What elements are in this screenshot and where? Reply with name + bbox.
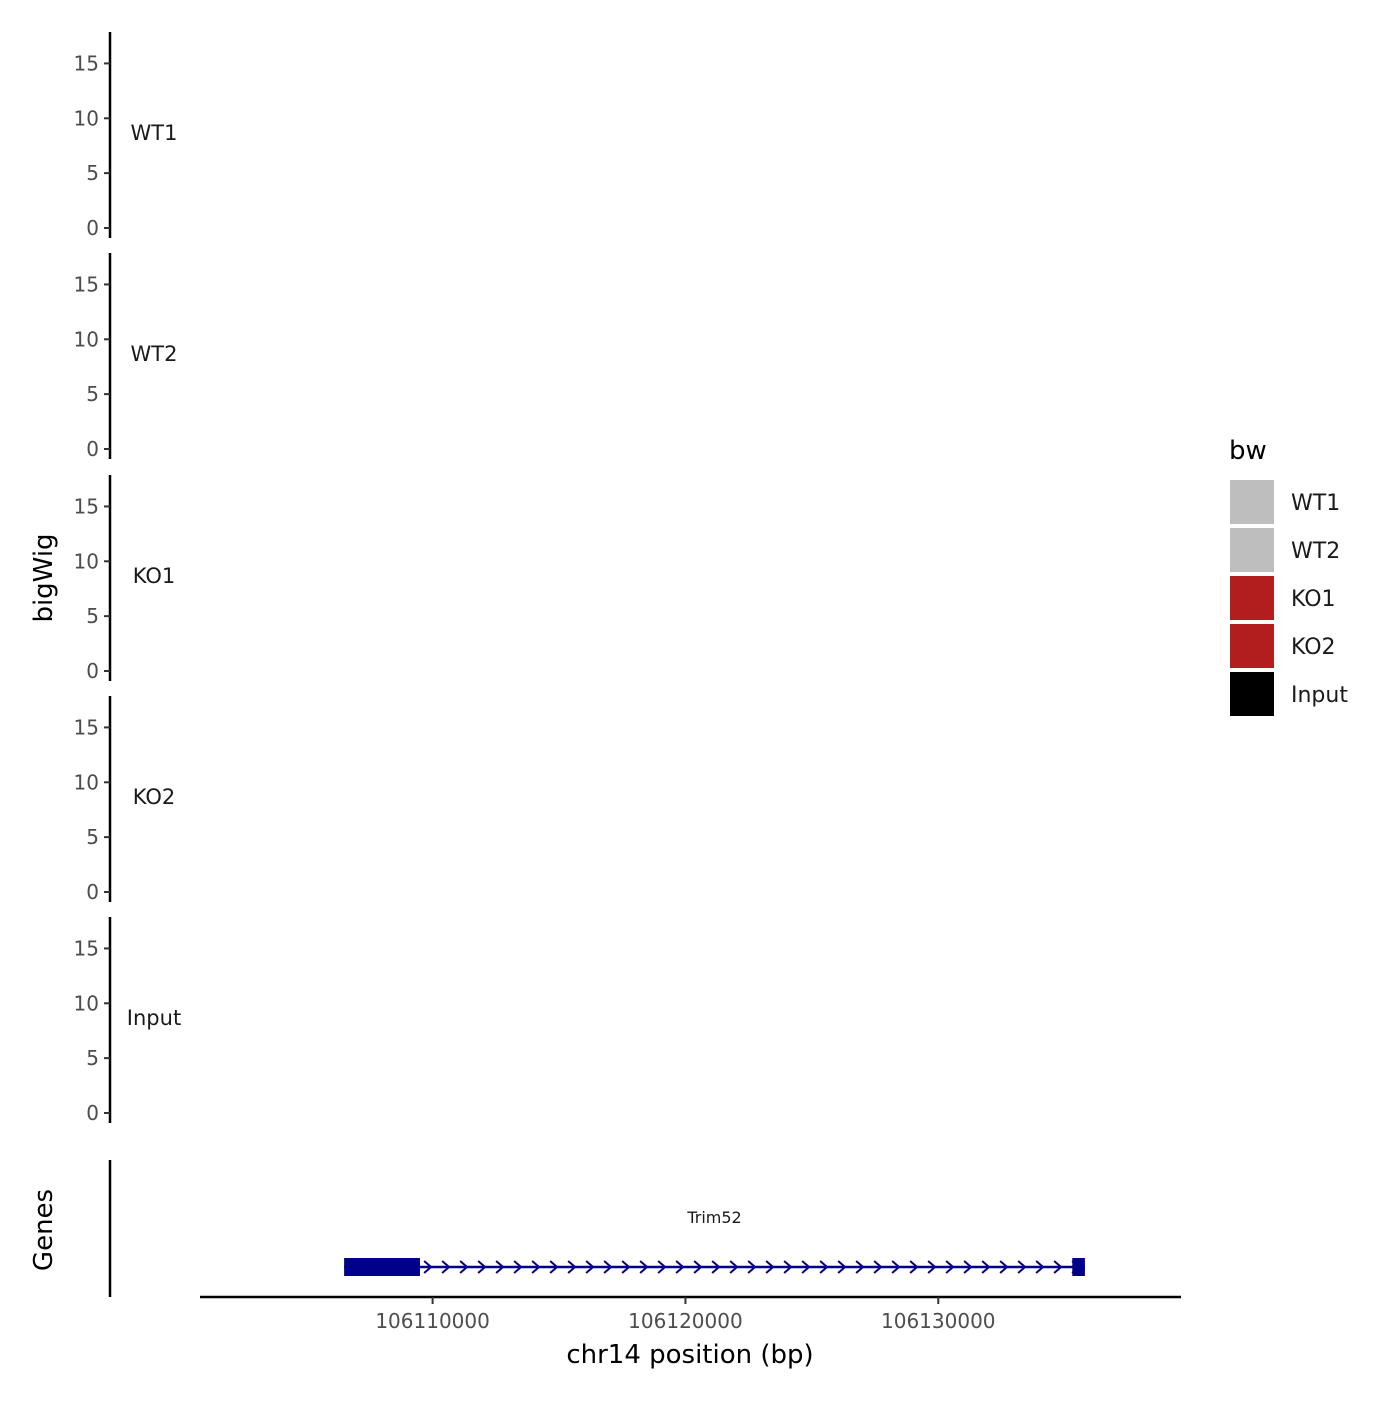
x-tick-label: 106130000 xyxy=(881,1309,996,1333)
legend-swatch xyxy=(1230,576,1274,620)
y-tick-label: 10 xyxy=(74,770,99,794)
track-panel-wt2: 0 5 10 15 WT2 xyxy=(74,253,178,461)
track-panel-ko1: 0 5 10 15 KO1 xyxy=(74,475,176,683)
strand-arrow xyxy=(783,1260,793,1274)
y-tick-label: 15 xyxy=(74,494,99,518)
strand-arrow xyxy=(675,1260,685,1274)
legend-swatch xyxy=(1230,672,1274,716)
y-tick-label: 0 xyxy=(86,659,99,683)
track-label-ko2: KO2 xyxy=(133,785,176,809)
y-tick-label: 10 xyxy=(74,106,99,130)
strand-arrow xyxy=(603,1260,613,1274)
track-label-input: Input xyxy=(127,1006,181,1030)
y-tick-label: 0 xyxy=(86,216,99,240)
y-tick-label: 15 xyxy=(74,272,99,296)
y-axis-title: bigWig xyxy=(29,533,59,622)
strand-arrow xyxy=(909,1260,919,1274)
legend-title: bw xyxy=(1229,436,1267,466)
y-tick-label: 15 xyxy=(74,936,99,960)
track-panel-ko2: 0 5 10 15 KO2 xyxy=(74,696,176,904)
strand-arrow xyxy=(639,1260,649,1274)
legend-label: KO1 xyxy=(1291,587,1336,612)
legend-label: WT2 xyxy=(1291,539,1340,564)
strand-arrow xyxy=(567,1260,577,1274)
strand-arrow xyxy=(459,1260,469,1274)
y-tick-label: 15 xyxy=(74,51,99,75)
gene-trim52: Trim52 xyxy=(344,1208,1085,1276)
legend-label: WT1 xyxy=(1291,491,1340,516)
strand-arrow xyxy=(729,1260,739,1274)
track-label-ko1: KO1 xyxy=(133,564,176,588)
y-tick-label: 10 xyxy=(74,327,99,351)
strand-arrow xyxy=(855,1260,865,1274)
x-tick-label: 106110000 xyxy=(375,1309,490,1333)
y-tick-label: 5 xyxy=(86,161,99,185)
legend: bw WT1 WT2 KO1 KO2 Input xyxy=(1229,436,1348,716)
strand-arrow xyxy=(963,1260,973,1274)
track-panels: 0 5 10 15 WT1 0 5 10 15 WT2 0 5 10 15 KO1 0 5 10 15 KO2 0 5 10… xyxy=(74,32,181,1125)
legend-item-wt2: WT2 xyxy=(1230,528,1340,572)
strand-arrow xyxy=(801,1260,811,1274)
strand-arrow xyxy=(621,1260,631,1274)
track-label-wt2: WT2 xyxy=(131,342,178,366)
y-tick-label: 5 xyxy=(86,1046,99,1070)
y-tick-label: 5 xyxy=(86,382,99,406)
strand-arrow xyxy=(1035,1260,1045,1274)
y-tick-label: 5 xyxy=(86,604,99,628)
x-tick-label: 106120000 xyxy=(628,1309,743,1333)
strand-arrow xyxy=(711,1260,721,1274)
strand-arrow xyxy=(873,1260,883,1274)
strand-arrow xyxy=(999,1260,1009,1274)
strand-arrow xyxy=(981,1260,991,1274)
x-axis-title: chr14 position (bp) xyxy=(566,1340,813,1370)
legend-item-wt1: WT1 xyxy=(1230,480,1340,524)
strand-arrow xyxy=(891,1260,901,1274)
strand-arrow xyxy=(423,1260,433,1274)
strand-arrow xyxy=(819,1260,829,1274)
strand-arrow xyxy=(1017,1260,1027,1274)
gene-exon xyxy=(344,1258,420,1276)
y-tick-label: 10 xyxy=(74,549,99,573)
y-tick-label: 0 xyxy=(86,437,99,461)
track-panel-input: 0 5 10 15 Input xyxy=(74,917,181,1125)
strand-arrow xyxy=(693,1260,703,1274)
strand-arrow xyxy=(927,1260,937,1274)
strand-arrow xyxy=(531,1260,541,1274)
strand-arrow xyxy=(495,1260,505,1274)
genes-axis-title: Genes xyxy=(29,1189,59,1271)
legend-swatch xyxy=(1230,480,1274,524)
strand-arrow xyxy=(837,1260,847,1274)
gene-label-trim52: Trim52 xyxy=(686,1208,741,1227)
y-tick-label: 0 xyxy=(86,880,99,904)
gene-exon xyxy=(1072,1258,1085,1276)
legend-swatch xyxy=(1230,528,1274,572)
y-tick-label: 0 xyxy=(86,1101,99,1125)
strand-arrow xyxy=(549,1260,559,1274)
x-axis: 106110000 106120000 106130000 xyxy=(200,1295,1181,1333)
legend-item-ko2: KO2 xyxy=(1230,624,1336,668)
legend-label: KO2 xyxy=(1291,635,1336,660)
strand-arrow xyxy=(513,1260,523,1274)
legend-label: Input xyxy=(1291,683,1348,708)
gene-panel: Trim52 xyxy=(108,1160,1085,1297)
strand-arrow xyxy=(747,1260,757,1274)
y-tick-label: 10 xyxy=(74,991,99,1015)
strand-arrow xyxy=(1053,1260,1063,1274)
strand-arrow xyxy=(945,1260,955,1274)
strand-arrow xyxy=(477,1260,487,1274)
strand-arrow xyxy=(657,1260,667,1274)
track-label-wt1: WT1 xyxy=(131,121,178,145)
strand-arrow xyxy=(585,1260,595,1274)
track-panel-wt1: 0 5 10 15 WT1 xyxy=(74,32,178,240)
legend-item-input: Input xyxy=(1230,672,1348,716)
y-tick-label: 15 xyxy=(74,715,99,739)
legend-swatch xyxy=(1230,624,1274,668)
strand-arrow xyxy=(441,1260,451,1274)
legend-item-ko1: KO1 xyxy=(1230,576,1336,620)
y-tick-label: 5 xyxy=(86,825,99,849)
strand-arrow xyxy=(765,1260,775,1274)
